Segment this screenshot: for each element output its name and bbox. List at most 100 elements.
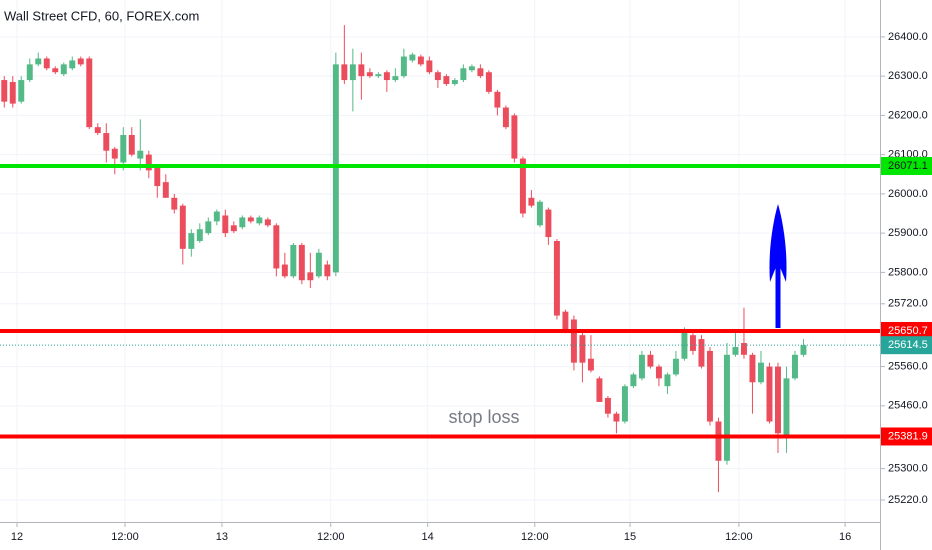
candle-body [60, 64, 67, 75]
price-label-box [881, 336, 932, 355]
candle-body [298, 244, 305, 281]
candle-body [783, 378, 790, 438]
candle-body [213, 211, 220, 222]
candle-body [264, 219, 271, 226]
candle-body [528, 197, 535, 206]
candle-body [553, 240, 560, 316]
candle-body [94, 127, 101, 134]
candle-body [638, 354, 645, 379]
plot: stop loss [0, 25, 880, 493]
candle-body [77, 58, 84, 65]
price-label: 26071.1 [888, 160, 928, 172]
x-tick-label: 14 [422, 531, 434, 543]
candle-body [188, 233, 195, 249]
candle-body [672, 358, 679, 375]
y-tick-label: 25720.0 [888, 298, 928, 310]
candle-body [290, 244, 297, 277]
candle-body [103, 133, 110, 151]
candle-body [545, 209, 552, 238]
candle-body [273, 225, 280, 269]
y-tick-label: 26300.0 [888, 70, 928, 82]
candle-body [562, 311, 569, 332]
candle-body [111, 148, 118, 159]
candle-body [621, 386, 628, 422]
candle-body [324, 264, 331, 277]
annotation: stop loss [448, 407, 519, 427]
candle-body [332, 64, 339, 273]
candle-body [749, 354, 756, 383]
candle-body [196, 229, 203, 241]
candle-body [519, 158, 526, 214]
candle-body [128, 135, 135, 155]
x-tick-label: 13 [216, 531, 228, 543]
price-label-box [881, 156, 932, 175]
price-label: 25614.5 [888, 339, 928, 351]
candle-body [281, 264, 288, 277]
candle-body [706, 350, 713, 422]
price-label-box [881, 321, 932, 340]
candle-body [171, 197, 178, 210]
candle-body [732, 346, 739, 355]
candle-body [664, 374, 671, 387]
candle-body [120, 135, 127, 163]
candle-body [179, 205, 186, 249]
candle-body [536, 201, 543, 226]
candle-body [800, 345, 807, 355]
candle-body [69, 60, 76, 69]
candle-body [434, 72, 441, 81]
candle-body [698, 339, 705, 367]
y-tick-label: 26000.0 [888, 188, 928, 200]
candle-body [630, 374, 637, 387]
candle-body [451, 80, 458, 84]
candle-body [239, 217, 246, 228]
y-tick-label: 25220.0 [888, 494, 928, 506]
candle-body [604, 397, 611, 414]
candle-body [222, 215, 229, 234]
candle-body [485, 72, 492, 92]
y-tick-label: 25300.0 [888, 463, 928, 475]
y-tick-label: 25900.0 [888, 227, 928, 239]
x-tick-label: 12:00 [521, 531, 549, 543]
candle-body [162, 182, 169, 198]
candle-body [426, 60, 433, 73]
candle-body [723, 354, 730, 461]
candle-body [383, 72, 390, 81]
candle-body [570, 319, 577, 363]
candle-body [256, 217, 263, 224]
y-tick-label: 26200.0 [888, 109, 928, 121]
candle-body [766, 366, 773, 422]
candle-body [613, 413, 620, 422]
x-tick-label: 12:00 [317, 531, 345, 543]
price-label: 25381.9 [888, 430, 928, 442]
candle-body [358, 64, 365, 77]
candle-body [247, 217, 254, 222]
candle-body [477, 68, 484, 77]
candle-body [757, 362, 764, 383]
axes: 26400.026300.026200.026100.026000.025900… [11, 31, 932, 543]
candle-body [647, 354, 654, 367]
candle-body [315, 252, 322, 277]
candle-body [52, 68, 59, 73]
candle-body [26, 64, 33, 81]
candle-body [86, 58, 93, 128]
candle-body [587, 358, 594, 371]
candle-body [655, 366, 662, 379]
candle-body [417, 56, 424, 65]
candle-body [792, 354, 798, 379]
candle-body [409, 54, 416, 61]
candle-body [511, 115, 518, 159]
candle-body [596, 378, 603, 402]
candle-body [502, 107, 509, 128]
candle-body [774, 366, 781, 434]
candle-body [468, 66, 475, 71]
candle-body [307, 272, 314, 281]
y-tick-label: 26400.0 [888, 31, 928, 43]
candle-body [137, 150, 144, 159]
x-tick-label: 12:00 [111, 531, 139, 543]
candle-body [392, 76, 399, 81]
y-tick-label: 25460.0 [888, 400, 928, 412]
candle-body [9, 82, 16, 104]
candle-body [400, 56, 407, 77]
candle-body [230, 225, 237, 232]
